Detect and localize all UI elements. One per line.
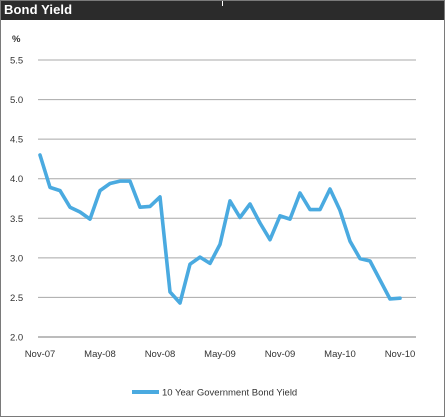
- y-tick-label: 3.5: [10, 214, 23, 225]
- chart-header: Bond Yield: [1, 1, 444, 20]
- header-divider-tick: [222, 1, 223, 6]
- y-tick-label: 4.5: [10, 135, 23, 146]
- chart-title: Bond Yield: [4, 2, 73, 17]
- legend-label: 10 Year Government Bond Yield: [162, 388, 297, 399]
- x-axis: Nov-07 May-08 Nov-08 May-09 Nov-09 May-10 Nov-…: [25, 336, 416, 360]
- x-tick-label: Nov-09: [265, 349, 296, 360]
- grid-lines: [38, 59, 416, 338]
- series-layer: [38, 153, 402, 305]
- x-tick-label: May-08: [84, 349, 116, 360]
- x-tick-label: May-10: [324, 349, 356, 360]
- y-tick-label: 2.5: [10, 293, 23, 304]
- y-tick-label: 4.0: [10, 174, 23, 185]
- x-tick-label: Nov-08: [145, 349, 176, 360]
- x-tick-label: May-09: [204, 349, 236, 360]
- y-tick-label: 2.0: [10, 333, 23, 344]
- y-tick-label: 5.0: [10, 95, 23, 106]
- x-tick-label: Nov-10: [385, 349, 416, 360]
- x-tick-label: Nov-07: [25, 349, 56, 360]
- series-line-10y-bond-yield: [38, 153, 402, 305]
- legend: 10 Year Government Bond Yield: [132, 388, 297, 399]
- y-tick-label: 3.0: [10, 253, 23, 264]
- y-axis-unit-label: %: [12, 34, 21, 45]
- y-tick-label: 5.5: [10, 56, 23, 67]
- y-axis: % 5.5 5.0 4.5 4.0 3.5 3.0 2.5 2.0: [10, 34, 23, 344]
